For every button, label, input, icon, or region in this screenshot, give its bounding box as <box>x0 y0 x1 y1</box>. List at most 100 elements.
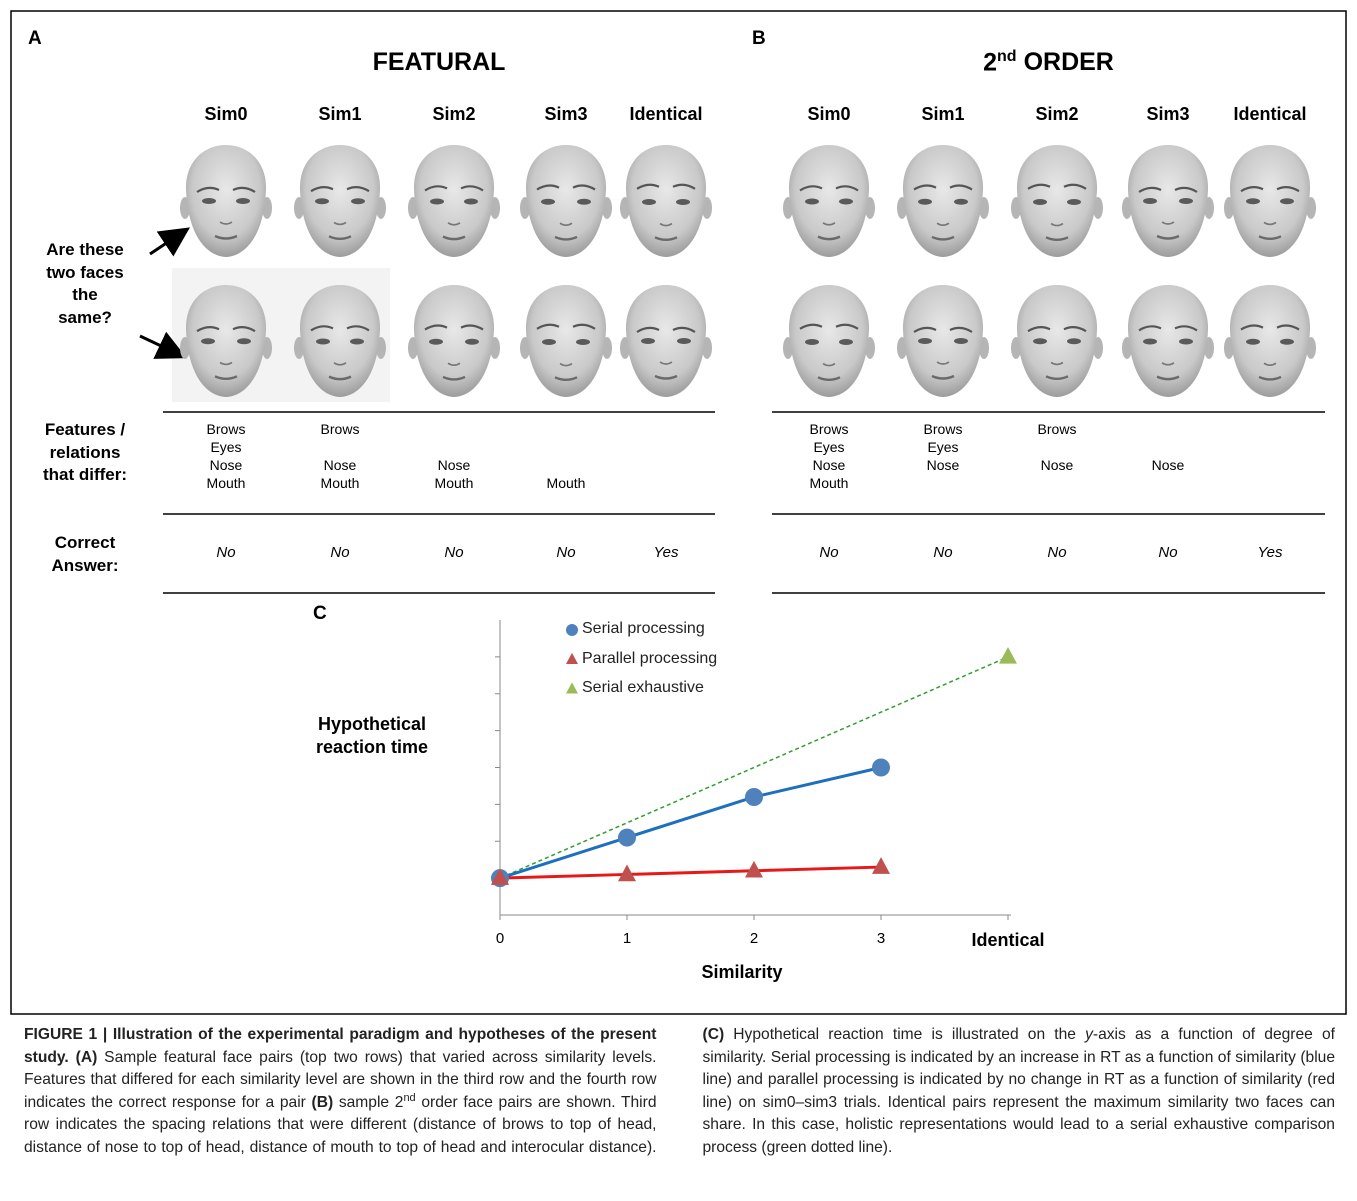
point <box>745 788 763 806</box>
face <box>1011 145 1103 257</box>
face <box>1011 285 1103 397</box>
face-eye <box>1246 198 1260 204</box>
face-eye <box>316 338 330 344</box>
arrow <box>140 336 176 353</box>
face-eye <box>201 338 215 344</box>
column-header: Identical <box>1210 104 1330 125</box>
feature-text: Nose <box>290 457 390 473</box>
face-head <box>1230 145 1310 257</box>
face <box>520 285 612 397</box>
face <box>180 145 272 257</box>
face-head <box>1017 285 1097 397</box>
row-label: relations <box>30 443 140 463</box>
panel-title-sup: nd <box>997 48 1017 65</box>
feature-text: Mouth <box>516 475 616 491</box>
face-eye <box>1143 198 1157 204</box>
panel-title-number: 2 <box>983 48 997 76</box>
face-eye <box>1280 198 1294 204</box>
face-eye <box>642 199 656 205</box>
point <box>872 857 890 874</box>
face <box>783 145 875 257</box>
face-eye <box>676 199 690 205</box>
face-eye <box>1067 338 1081 344</box>
x-tick-label: 1 <box>567 930 687 947</box>
x-tick-label: 0 <box>440 930 560 947</box>
x-tick-label: Identical <box>948 930 1068 951</box>
face <box>1224 285 1316 397</box>
point <box>618 829 636 847</box>
face-eye <box>202 198 216 204</box>
face <box>1122 285 1214 397</box>
face-head <box>300 145 380 257</box>
row-label: Are these <box>30 240 140 260</box>
face-eye <box>542 339 556 345</box>
feature-text: Mouth <box>290 475 390 491</box>
point <box>566 682 578 693</box>
face-eye <box>315 198 329 204</box>
caption-run: nd <box>403 1092 415 1104</box>
face-eye <box>465 339 479 345</box>
answer-text: No <box>516 544 616 561</box>
caption-run: Hypothetical reaction time is illustrate… <box>724 1026 1085 1043</box>
answer-text: No <box>404 544 504 561</box>
face-eye <box>576 339 590 345</box>
row-label: Features / <box>30 420 140 440</box>
caption-run: y <box>1085 1026 1093 1043</box>
y-axis-label: Hypothetical <box>292 714 452 735</box>
face-eye <box>839 339 853 345</box>
face-eye <box>677 338 691 344</box>
face <box>408 145 500 257</box>
feature-text: Nose <box>779 457 879 473</box>
face <box>783 285 875 397</box>
panel-title-text: ORDER <box>1024 48 1114 76</box>
column-header: Sim2 <box>394 104 514 125</box>
row-label: Correct <box>30 533 140 553</box>
feature-text: Brows <box>290 421 390 437</box>
face-eye <box>918 338 932 344</box>
face-head <box>186 145 266 257</box>
feature-text: Mouth <box>779 475 879 491</box>
face-eye <box>1067 199 1081 205</box>
face-eye <box>464 198 478 204</box>
feature-text: Eyes <box>176 439 276 455</box>
face <box>520 145 612 257</box>
feature-text: Brows <box>779 421 879 437</box>
face-head <box>1128 145 1208 257</box>
row-label: the <box>30 285 140 305</box>
figure-page: Are thesetwo facesthesame?Features /rela… <box>0 0 1357 1201</box>
column-header: Identical <box>606 104 726 125</box>
face-eye <box>1179 338 1193 344</box>
answer-text: No <box>1007 544 1107 561</box>
face-eye <box>1246 339 1260 345</box>
answer-text: No <box>1118 544 1218 561</box>
face-eye <box>839 198 853 204</box>
answer-text: Yes <box>616 544 716 561</box>
feature-text: Mouth <box>404 475 504 491</box>
face-eye <box>805 339 819 345</box>
panel-label: B <box>752 28 766 50</box>
arrow <box>150 234 180 254</box>
legend-label: Serial exhaustive <box>582 679 704 697</box>
feature-text: Eyes <box>893 439 993 455</box>
face-head <box>903 285 983 397</box>
panel-title: FEATURAL <box>239 48 639 77</box>
feature-text: Brows <box>1007 421 1107 437</box>
feature-text: Nose <box>404 457 504 473</box>
caption-run: (B) <box>312 1094 334 1111</box>
panel-title: 2nd ORDER <box>849 48 1249 77</box>
point <box>566 653 578 664</box>
face-eye <box>237 338 251 344</box>
feature-text: Mouth <box>176 475 276 491</box>
face-eye <box>577 199 591 205</box>
face-eye <box>1143 338 1157 344</box>
caption: FIGURE 1 | Illustration of the experimen… <box>24 1024 1335 1160</box>
column-header: Sim2 <box>997 104 1117 125</box>
face-eye <box>1179 198 1193 204</box>
face-eye <box>236 198 250 204</box>
face-eye <box>805 198 819 204</box>
series-line <box>500 867 881 878</box>
answer-text: No <box>779 544 879 561</box>
face-eye <box>954 199 968 205</box>
face-eye <box>541 199 555 205</box>
feature-text: Brows <box>176 421 276 437</box>
